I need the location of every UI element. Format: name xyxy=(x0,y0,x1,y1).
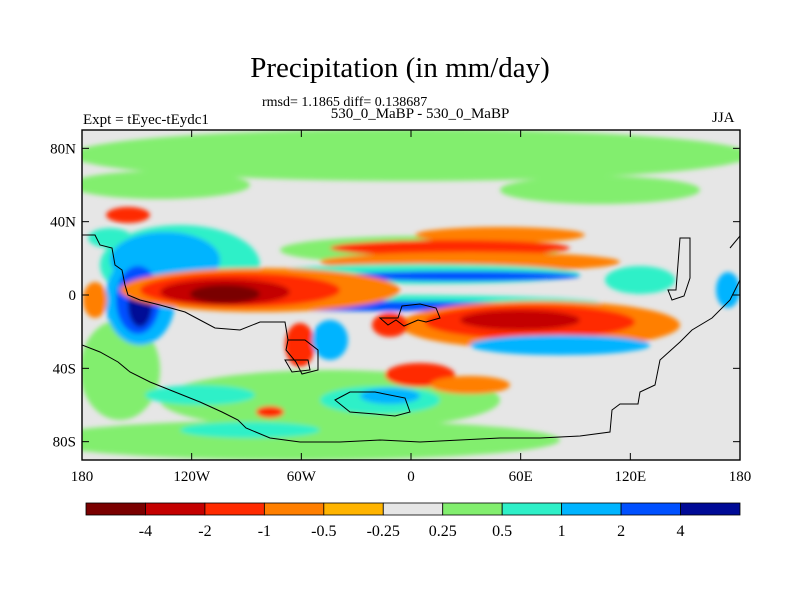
anomaly-field xyxy=(82,130,740,460)
x-tick-label: 60W xyxy=(287,469,317,485)
colorbar-label: -4 xyxy=(139,523,152,540)
season-label: JJA xyxy=(712,110,735,126)
anomaly-patch xyxy=(145,385,255,405)
x-tick-label: 180 xyxy=(71,469,94,485)
anomaly-patch xyxy=(312,320,348,360)
colorbar-label: -2 xyxy=(198,523,211,540)
anomaly-patch xyxy=(460,310,580,330)
y-tick-label: 80N xyxy=(50,141,76,157)
y-tick-label: 80S xyxy=(53,435,76,451)
anomaly-patch xyxy=(256,406,284,418)
landmass-outline-small-island xyxy=(284,359,311,373)
anomaly-patch xyxy=(82,320,160,420)
colorbar-swatch xyxy=(85,502,146,516)
chart-subtitle: 530_0_MaBP - 530_0_MaBP xyxy=(330,106,510,122)
landmass-outline-east-coast-2 xyxy=(729,235,740,249)
anomaly-patch xyxy=(190,285,260,303)
y-tick-label: 40N xyxy=(50,215,76,231)
axis-labels: 180 120W 60W 0 60E 120E 180 80N 40N 0 40S 80S xyxy=(50,141,751,485)
y-tick-label: 0 xyxy=(69,288,77,304)
colorbar-swatch xyxy=(501,502,563,516)
x-tick-label: 120W xyxy=(173,469,211,485)
axis-ticks xyxy=(81,130,741,460)
anomaly-patch xyxy=(83,282,107,318)
x-tick-label: 120E xyxy=(614,469,646,485)
colorbar-label: -1 xyxy=(258,523,271,540)
landmass-outline-antarctic-coast xyxy=(82,279,740,443)
colorbar-label: 1 xyxy=(558,523,566,540)
anomaly-patch xyxy=(330,240,570,256)
colorbar-swatch xyxy=(145,502,206,516)
colorbar-label: -0.5 xyxy=(311,523,336,540)
y-tick-label: 40S xyxy=(53,361,76,377)
colorbar-swatch xyxy=(382,502,444,516)
anomaly-patch xyxy=(430,376,510,394)
colorbar-label: 0.5 xyxy=(492,523,512,540)
colorbar-swatch xyxy=(263,502,325,516)
colorbar-label: -0.25 xyxy=(367,523,400,540)
colorbar-swatch xyxy=(680,502,741,516)
landmass-outline-africa xyxy=(378,303,441,327)
chart-title: Precipitation (in mm/day) xyxy=(250,52,550,84)
x-tick-label: 180 xyxy=(729,469,752,485)
landmass-outline-south-america xyxy=(285,339,319,375)
continent-outlines xyxy=(82,234,740,443)
x-tick-label: 0 xyxy=(407,469,415,485)
anomaly-patch xyxy=(106,207,150,223)
colorbar-label: 4 xyxy=(677,523,685,540)
landmass-outline-southern-island xyxy=(334,391,411,417)
anomaly-patch xyxy=(605,266,675,294)
anomaly-patch xyxy=(470,335,650,355)
anomaly-patch xyxy=(285,323,315,367)
colorbar-label: 0.25 xyxy=(429,523,457,540)
landmass-outline-east-coast xyxy=(667,237,691,301)
anomaly-patch xyxy=(82,171,250,199)
anomaly-patch xyxy=(82,130,740,181)
colorbar: -4 -2 -1 -0.5 -0.25 0.25 0.5 1 2 4 xyxy=(85,502,741,540)
colorbar-label: 2 xyxy=(617,523,625,540)
anomaly-patch xyxy=(716,272,740,308)
colorbar-swatch xyxy=(323,502,384,516)
anomaly-patch xyxy=(500,176,700,204)
experiment-label: Expt = tEyec-tEydc1 xyxy=(83,112,209,128)
x-tick-label: 60E xyxy=(509,469,533,485)
colorbar-swatch xyxy=(442,502,503,516)
rmsd-diff-stats: rmsd= 1.1865 diff= 0.138687 xyxy=(262,95,428,110)
landmass-outline-north-america xyxy=(82,234,289,341)
colorbar-swatch xyxy=(620,502,681,516)
colorbar-swatch xyxy=(204,502,265,516)
anomaly-patch xyxy=(340,271,580,281)
anomaly-patch xyxy=(360,388,420,404)
anomaly-patch xyxy=(415,227,585,243)
colorbar-swatch xyxy=(561,502,622,516)
